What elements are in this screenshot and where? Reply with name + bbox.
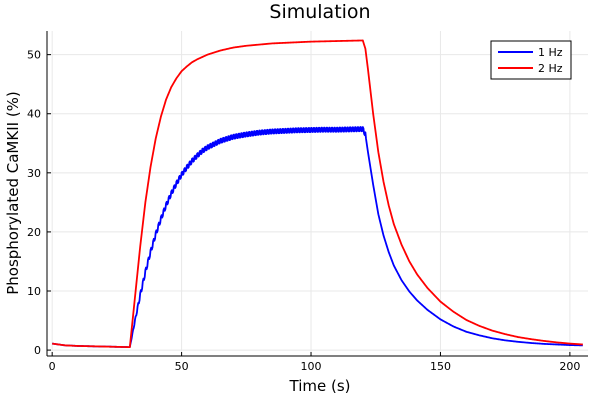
series-line-1hz [51, 126, 584, 349]
grid [47, 31, 588, 356]
y-tick-label: 50 [27, 49, 41, 62]
x-axis-label: Time (s) [289, 377, 351, 395]
y-tick-label: 10 [27, 285, 41, 298]
x-tick-label: 100 [301, 360, 322, 373]
legend: 1 Hz 2 Hz [490, 40, 572, 80]
x-ticks: 0 50 100 150 200 [49, 352, 580, 373]
legend-label-2hz: 2 Hz [538, 62, 563, 75]
x-tick-label: 150 [430, 360, 451, 373]
chart-title: Simulation [269, 1, 370, 23]
y-tick-label: 40 [27, 108, 41, 121]
x-tick-label: 200 [559, 360, 580, 373]
x-tick-label: 50 [175, 360, 189, 373]
y-tick-label: 20 [27, 226, 41, 239]
legend-box [490, 40, 572, 80]
series-line-2hz [51, 39, 584, 349]
legend-label-1hz: 1 Hz [538, 46, 563, 59]
x-tick-label: 0 [49, 360, 56, 373]
series-layer [51, 39, 584, 349]
y-tick-label: 0 [34, 344, 41, 357]
axes [46, 31, 588, 357]
y-tick-label: 30 [27, 167, 41, 180]
y-axis-label: Phosphorylated CaMKII (%) [4, 91, 22, 295]
y-ticks: 0 10 20 30 40 50 [27, 49, 51, 357]
